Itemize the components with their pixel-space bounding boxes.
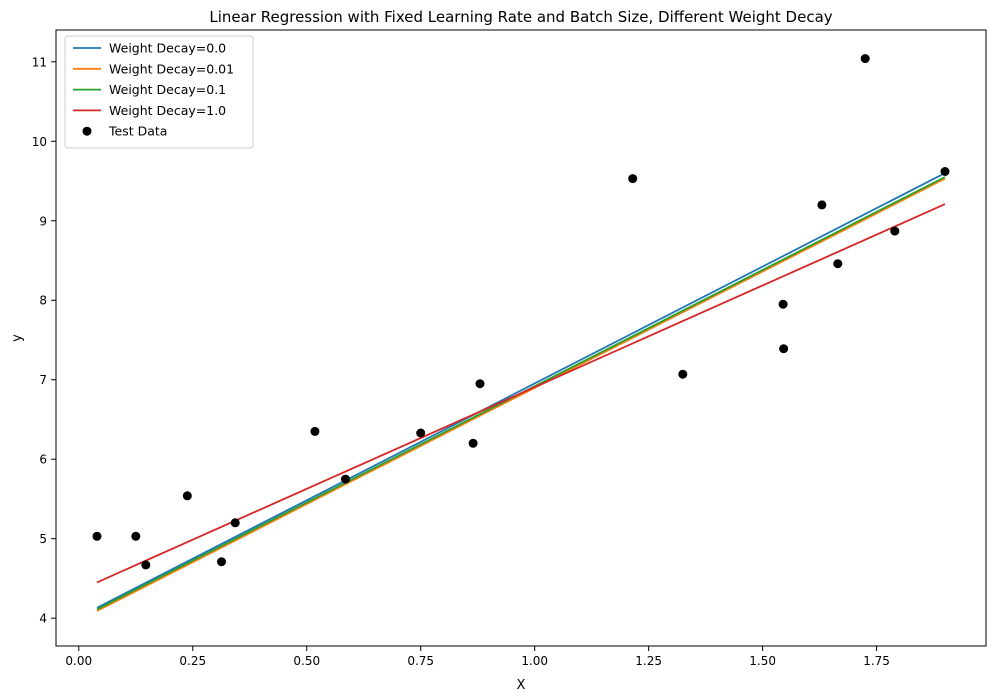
- test-data-point: [182, 491, 192, 501]
- chart-title: Linear Regression with Fixed Learning Ra…: [209, 8, 832, 26]
- test-data-point: [416, 428, 426, 438]
- test-data-point: [475, 379, 485, 389]
- legend-box: [64, 35, 254, 149]
- y-tick-label: 9: [39, 214, 47, 228]
- test-data-point: [817, 200, 827, 210]
- y-tick-label: 11: [32, 55, 47, 69]
- test-data-point: [940, 167, 950, 176]
- test-data-point: [141, 560, 151, 570]
- x-tick-label: 1.25: [635, 654, 662, 668]
- legend-label: Weight Decay=0.1: [109, 82, 226, 97]
- y-tick-label: 4: [39, 612, 47, 626]
- y-axis-label: y: [10, 334, 25, 342]
- plot-area: [92, 54, 950, 612]
- legend-label: Weight Decay=0.0: [109, 41, 226, 56]
- test-data-point: [468, 438, 478, 448]
- test-data-point: [779, 344, 789, 354]
- legend-label: Weight Decay=0.01: [109, 61, 234, 76]
- test-data-point: [890, 226, 900, 236]
- test-data-point: [860, 54, 870, 64]
- y-tick-label: 5: [39, 532, 47, 546]
- plot-frame: [55, 29, 987, 647]
- x-tick-label: 1.75: [863, 654, 890, 668]
- x-tick-label: 1.50: [749, 654, 776, 668]
- legend-label: Test Data: [108, 124, 167, 139]
- y-tick-label: 8: [39, 294, 47, 308]
- x-tick-label: 1.00: [521, 654, 548, 668]
- y-tick-label: 7: [39, 373, 47, 387]
- legend: Weight Decay=0.0 Weight Decay=0.01 Weight …: [64, 35, 254, 149]
- test-data-point: [217, 557, 226, 567]
- x-tick-label: 0.75: [407, 654, 434, 668]
- test-data-point: [833, 259, 843, 269]
- legend-swatch-marker: [82, 126, 92, 136]
- y-tick-label: 6: [39, 453, 47, 467]
- test-data-point: [92, 531, 102, 541]
- x-tick-label: 0.00: [65, 654, 92, 668]
- series-line-0: [96, 172, 946, 609]
- y-tick-label: 10: [32, 135, 47, 149]
- test-data-point: [230, 518, 240, 528]
- test-data-point: [778, 299, 788, 309]
- x-tick-label: 0.50: [293, 654, 320, 668]
- test-data-point: [678, 369, 688, 379]
- x-axis-label: X: [517, 678, 526, 693]
- test-data-point: [628, 174, 638, 184]
- series-line-1: [96, 177, 946, 612]
- test-data-point: [310, 426, 320, 436]
- test-data-point: [341, 474, 350, 484]
- x-tick-label: 0.25: [179, 654, 206, 668]
- test-data-point: [131, 531, 141, 541]
- legend-label: Weight Decay=1.0: [109, 103, 226, 118]
- axes-ticks: 0.00 0.25 0.50 0.75 1.00 1.25 1.50 1.75 4 5 6 7 8 9 10…: [32, 55, 890, 668]
- series-line-3: [96, 203, 946, 584]
